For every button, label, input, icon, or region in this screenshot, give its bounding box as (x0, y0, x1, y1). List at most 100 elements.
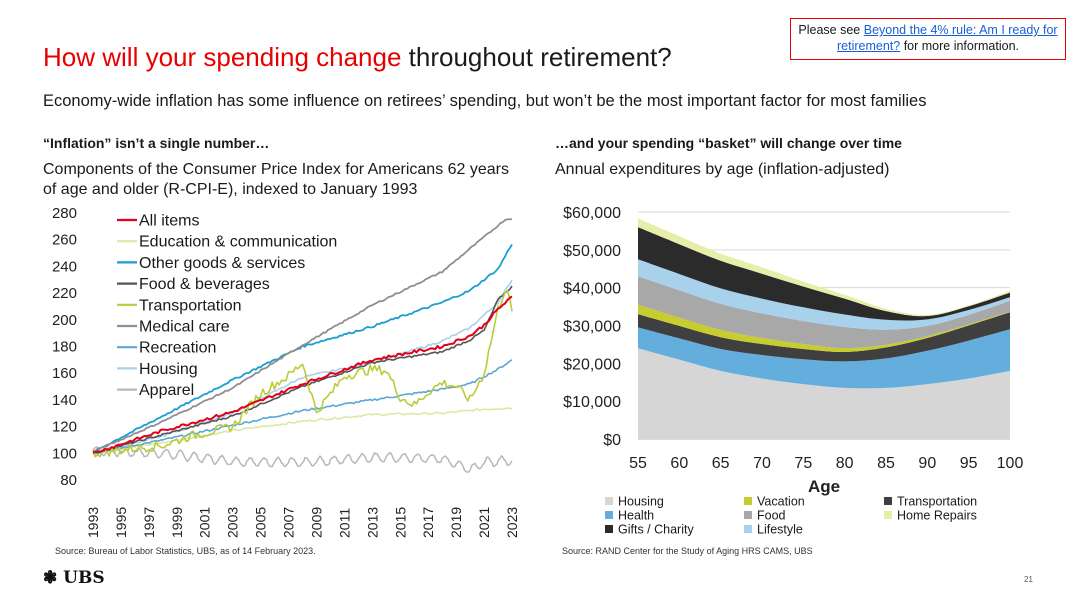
x-tick-label: 2019 (448, 507, 464, 538)
legend-label-housing: Housing (618, 495, 664, 509)
x-tick-label: 2017 (420, 507, 436, 538)
x-tick-label: 2001 (197, 507, 213, 538)
y-tick-label: $20,000 (563, 356, 621, 373)
legend-swatch-housing (605, 497, 613, 505)
x-tick-label: 65 (712, 455, 730, 472)
page-title-rest: throughout retirement? (401, 42, 672, 72)
y-tick-label: 280 (52, 205, 77, 222)
legend-swatch-health (605, 511, 613, 519)
series-line-all-items (92, 295, 513, 454)
legend-label-apparel: Apparel (139, 382, 194, 399)
legend-swatch-transportation (884, 497, 892, 505)
right-chart-heading: …and your spending “basket” will change … (555, 135, 902, 151)
x-tick-label: 70 (753, 455, 771, 472)
x-tick-label: 2013 (364, 507, 380, 538)
legend-label-home-repairs: Home Repairs (897, 509, 977, 523)
y-tick-label: 160 (52, 365, 77, 382)
area-gifts-charity (638, 227, 1010, 321)
legend-swatch-home-repairs (884, 511, 892, 519)
legend-label-transportation: Transportation (897, 495, 977, 509)
page-title-highlight: How will your spending change (43, 42, 402, 72)
x-tick-label: 1993 (85, 507, 101, 538)
series-line-apparel (92, 446, 513, 473)
legend-label-education-communication: Education & communication (139, 234, 337, 251)
y-tick-label: $10,000 (563, 394, 621, 411)
legend-label-housing: Housing (139, 361, 198, 378)
series-line-medical-care (92, 218, 513, 453)
x-tick-label: 100 (997, 455, 1024, 472)
expenditure-area-chart: $0 $10,000 $20,000 $30,000 $40,000 $50,000 $60… (563, 205, 1024, 537)
x-tick-label: 2021 (476, 507, 492, 538)
legend-swatch-food (744, 511, 752, 519)
series-line-education-communication (92, 407, 513, 455)
reference-link[interactable]: Beyond the 4% rule: Am I ready for retir… (836, 23, 1058, 53)
y-tick-label: $60,000 (563, 205, 621, 222)
legend-label-recreation: Recreation (139, 340, 216, 357)
series-line-housing (92, 279, 513, 455)
area-lifestyle (638, 259, 1010, 330)
y-tick-label: 80 (60, 472, 77, 489)
note-suffix: for more information. (900, 39, 1020, 53)
y-tick-label: $30,000 (563, 319, 621, 336)
area-vacation (638, 304, 1010, 353)
x-tick-label: 2011 (336, 508, 352, 538)
left-chart-heading: “Inflation” isn’t a single number… (43, 135, 270, 151)
page-subtitle: Economy-wide inflation has some influenc… (43, 92, 927, 110)
x-tick-label: 1999 (169, 507, 185, 538)
left-chart-source: Source: Bureau of Labor Statistics, UBS,… (55, 546, 316, 556)
series-line-recreation (92, 359, 513, 455)
x-tick-label: 90 (918, 455, 936, 472)
x-tick-label: 2005 (253, 507, 269, 538)
y-tick-label: 120 (52, 419, 77, 436)
legend-label-transportation: Transportation (139, 297, 242, 314)
legend-label-food-beverages: Food & beverages (139, 276, 270, 293)
y-tick-label: 100 (52, 445, 77, 462)
x-tick-label: 80 (836, 455, 854, 472)
area-health (638, 327, 1010, 389)
y-tick-label: 220 (52, 285, 77, 302)
reference-note-box: Please see Beyond the 4% rule: Am I read… (790, 18, 1066, 60)
legend-label-health: Health (618, 509, 654, 523)
legend-label-vacation: Vacation (757, 495, 805, 509)
y-tick-label: 240 (52, 258, 77, 275)
left-chart-title: Components of the Consumer Price Index f… (43, 161, 509, 198)
right-chart-source: Source: RAND Center for the Study of Agi… (562, 546, 813, 556)
keys-logo-icon: ❃ (43, 568, 58, 588)
y-tick-label: 140 (52, 392, 77, 409)
x-tick-label: 1995 (113, 507, 129, 538)
cpi-line-chart: 80 100 120 140 160 180 200 220 240 260 280 1993 199… (52, 205, 520, 538)
page-number: 21 (1024, 575, 1033, 584)
x-tick-label: 2015 (392, 507, 408, 538)
right-chart-title: Annual expenditures by age (inflation-ad… (555, 161, 890, 178)
x-tick-label: 60 (670, 455, 688, 472)
x-tick-label: 1997 (141, 507, 157, 538)
x-tick-label: 75 (794, 455, 812, 472)
area-transportation (638, 312, 1010, 362)
y-tick-label: 260 (52, 232, 77, 249)
series-line-transportation (92, 289, 513, 458)
legend-swatch-vacation (744, 497, 752, 505)
logo-text: UBS (63, 568, 105, 588)
x-tick-label: 2007 (281, 507, 297, 538)
legend-swatch-gifts-charity (605, 525, 613, 533)
series-line-food-beverages (92, 285, 513, 455)
x-tick-label: 2009 (308, 507, 324, 538)
x-axis-title: Age (808, 477, 840, 496)
x-tick-label: 85 (877, 455, 895, 472)
area-food (638, 276, 1010, 349)
y-tick-label: $50,000 (563, 243, 621, 260)
legend-label-medical-care: Medical care (139, 319, 230, 336)
x-tick-label: 2023 (504, 507, 520, 538)
page-title: How will your spending change throughout… (43, 42, 672, 73)
note-prefix: Please see (798, 23, 864, 37)
y-tick-label: 180 (52, 339, 77, 356)
legend-label-other-goods-services: Other goods & services (139, 255, 305, 272)
y-tick-label: 200 (52, 312, 77, 329)
x-tick-label: 55 (629, 455, 647, 472)
legend-label-lifestyle: Lifestyle (757, 523, 803, 537)
x-tick-label: 2003 (225, 507, 241, 538)
y-tick-label: $40,000 (563, 281, 621, 298)
legend-label-gifts-charity: Gifts / Charity (618, 523, 694, 537)
area-housing (638, 348, 1010, 439)
legend-label-all-items: All items (139, 213, 199, 230)
